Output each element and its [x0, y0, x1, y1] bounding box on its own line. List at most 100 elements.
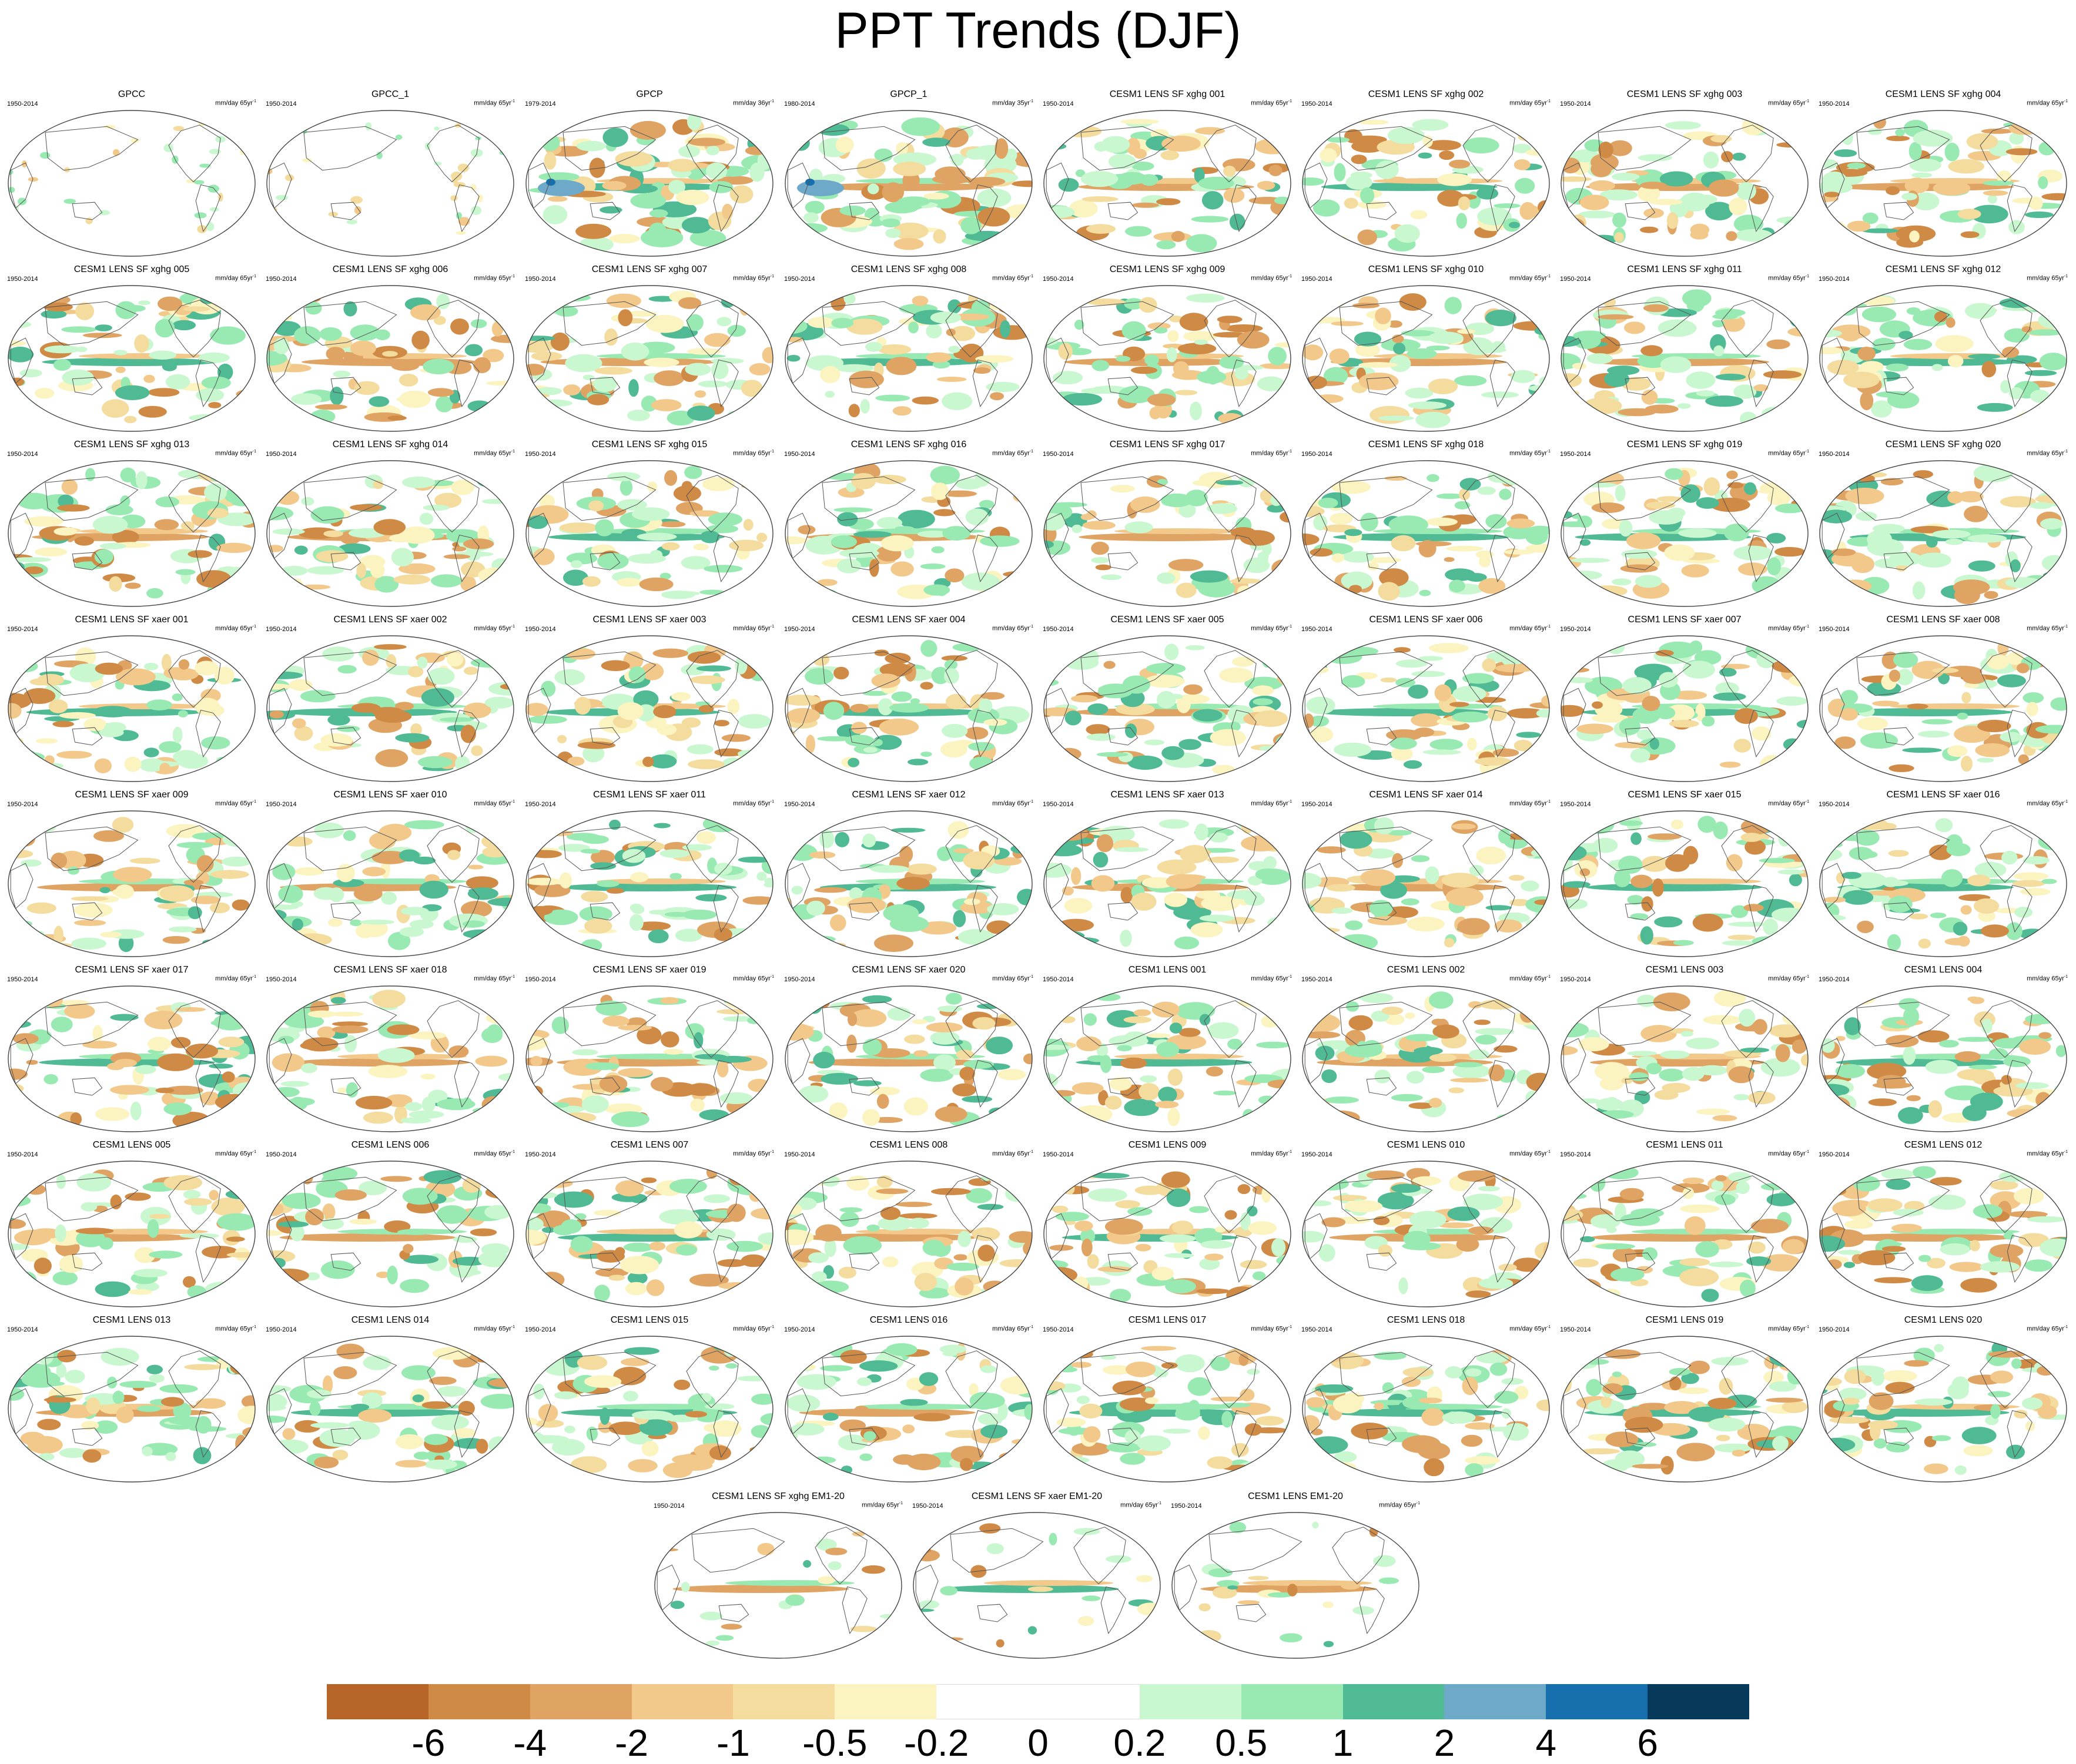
trend-patch [1840, 1105, 1851, 1116]
trend-patch [1042, 1093, 1056, 1109]
panel-units: mm/day 65yr-1 [1251, 448, 1292, 457]
trend-patch [1197, 370, 1226, 383]
trend-band [1591, 1233, 1767, 1242]
trend-patch [1947, 491, 1963, 504]
trend-patch [1642, 390, 1658, 405]
trend-patch [1301, 1094, 1322, 1106]
trend-patch [966, 1188, 992, 1203]
coastline [2044, 294, 2057, 307]
trend-patch [951, 154, 964, 166]
trend-patch [420, 513, 433, 525]
trend-patch [1814, 941, 1830, 947]
trend-patch [761, 574, 771, 579]
trend-span: 65yr [498, 1151, 511, 1158]
trend-patch [142, 1447, 152, 1456]
trend-patch [1619, 718, 1640, 735]
trend-patch [1164, 643, 1178, 660]
trend-patch [1161, 494, 1193, 507]
trend-patch [1464, 138, 1499, 154]
trend-patch [1045, 844, 1082, 857]
trend-patch [177, 842, 213, 849]
panel-period: 1950-2014 [7, 801, 38, 808]
trend-patch [1643, 304, 1669, 312]
trend-patch [1681, 1031, 1693, 1037]
coastline [1527, 469, 1539, 482]
panel-period: 1950-2014 [1301, 451, 1332, 458]
trend-patch [266, 394, 287, 412]
panel-units: mm/day 65yr-1 [2027, 623, 2068, 632]
trend-patch [620, 479, 632, 495]
panel-period: 1950-2014 [1560, 100, 1591, 108]
trend-patch [552, 1017, 569, 1034]
trend-patch [653, 705, 676, 718]
trend-patch [282, 1193, 321, 1209]
trend-patch [1167, 330, 1178, 342]
coastline [763, 490, 772, 506]
trend-patch [972, 1228, 1000, 1241]
coastline [1010, 294, 1022, 307]
trend-patch [1256, 1042, 1290, 1048]
trend-patch [82, 1450, 101, 1463]
trend-patch [232, 499, 253, 507]
trend-patch [199, 353, 230, 363]
trend-patch [1763, 370, 1802, 378]
trend-patch [581, 835, 609, 844]
trend-patch [6, 403, 21, 408]
trend-patch [1091, 557, 1110, 564]
trend-patch [1415, 412, 1450, 428]
trend-patch [1157, 860, 1197, 875]
trend-patch [816, 589, 838, 599]
trend-patch [18, 937, 28, 945]
trend-patch [647, 1279, 665, 1296]
trend-patch [354, 886, 383, 901]
trend-patch [977, 1245, 995, 1262]
trend-patch [1762, 412, 1792, 424]
trend-span: 65yr [1275, 625, 1288, 632]
trend-patch [1612, 213, 1626, 228]
trend-patch [703, 816, 741, 832]
trend-patch [169, 927, 197, 933]
trend-patch [587, 394, 609, 405]
trend-patch [2019, 1039, 2051, 1055]
trend-patch [1471, 347, 1506, 353]
trend-patch [215, 1094, 251, 1111]
exponent: -1 [771, 975, 774, 979]
coastline [1010, 1170, 1022, 1183]
trend-patch [1961, 756, 1973, 772]
trend-patch [1120, 119, 1159, 125]
trend-patch [2048, 1287, 2060, 1297]
trend-patch [881, 535, 914, 551]
trend-patch [1261, 1186, 1271, 1203]
trend-patch [350, 1219, 377, 1225]
robinson-map [6, 1335, 257, 1483]
trend-patch [920, 640, 937, 657]
trend-patch [1131, 893, 1156, 911]
trend-patch [839, 206, 865, 216]
trend-patch [764, 582, 781, 593]
trend-patch [1576, 724, 1613, 735]
trend-patch [1580, 539, 1591, 546]
trend-patch [525, 703, 548, 716]
trend-span: 65yr [1793, 1151, 1805, 1158]
trend-patch [1652, 878, 1664, 897]
trend-patch [1429, 739, 1462, 750]
trend-patch [1820, 1008, 1835, 1016]
trend-patch [1475, 1028, 1514, 1035]
trend-patch [14, 831, 35, 847]
trend-patch [1776, 295, 1803, 311]
trend-patch [704, 565, 742, 572]
exponent: -1 [1030, 274, 1033, 279]
trend-patch [374, 519, 406, 535]
trend-patch [1171, 231, 1185, 242]
trend-patch [1863, 851, 1877, 858]
coastline [751, 645, 763, 658]
trend-patch [715, 1056, 752, 1063]
trend-patch [1252, 685, 1274, 696]
trend-span: 65yr [1534, 100, 1546, 107]
trend-patch [1186, 234, 1217, 252]
trend-patch [618, 309, 633, 326]
trend-patch [1230, 578, 1261, 583]
trend-patch [748, 222, 768, 236]
